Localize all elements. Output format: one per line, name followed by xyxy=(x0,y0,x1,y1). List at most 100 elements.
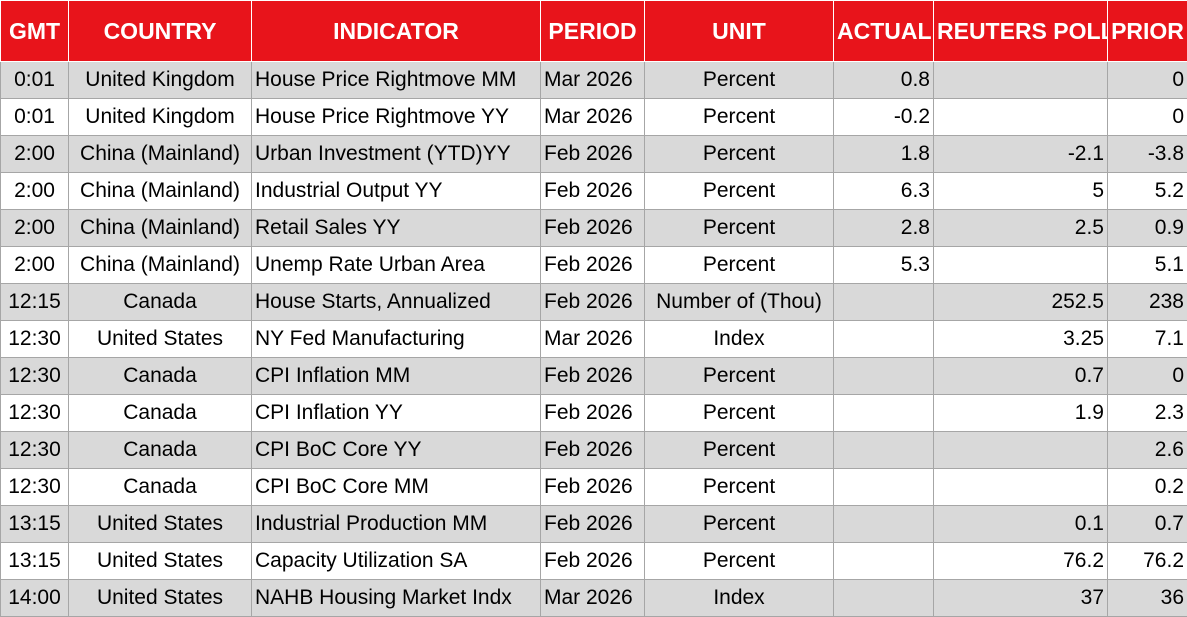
cell-gmt: 0:01 xyxy=(0,98,69,136)
cell-gmt: 2:00 xyxy=(0,172,69,210)
cell-actual: 1.8 xyxy=(833,135,934,173)
cell-reuters-poll: 1.9 xyxy=(933,394,1108,432)
header-gmt: GMT xyxy=(0,0,69,62)
cell-prior: 238 xyxy=(1107,283,1187,321)
cell-actual xyxy=(833,394,934,432)
cell-unit: Percent xyxy=(644,209,834,247)
cell-period: Feb 2026 xyxy=(540,505,645,543)
cell-period: Feb 2026 xyxy=(540,209,645,247)
cell-country: Canada xyxy=(68,283,252,321)
cell-period: Mar 2026 xyxy=(540,61,645,99)
cell-prior: 0.2 xyxy=(1107,468,1187,506)
table-row: 12:30 Canada CPI BoC Core MM Feb 2026 Percen… xyxy=(0,468,1187,506)
cell-prior: 5.1 xyxy=(1107,246,1187,284)
table-row: 0:01 United Kingdom House Price Rightmove … xyxy=(0,61,1187,99)
cell-unit: Percent xyxy=(644,61,834,99)
cell-unit: Percent xyxy=(644,172,834,210)
cell-actual xyxy=(833,357,934,395)
cell-actual xyxy=(833,468,934,506)
cell-indicator: CPI Inflation MM xyxy=(251,357,541,395)
cell-prior: 0.7 xyxy=(1107,505,1187,543)
header-reuters-poll: REUTERS POLL xyxy=(933,0,1108,62)
cell-unit: Number of (Thou) xyxy=(644,283,834,321)
cell-reuters-poll: 37 xyxy=(933,579,1108,617)
cell-period: Feb 2026 xyxy=(540,246,645,284)
cell-indicator: CPI BoC Core YY xyxy=(251,431,541,469)
cell-actual: 6.3 xyxy=(833,172,934,210)
cell-indicator: House Price Rightmove YY xyxy=(251,98,541,136)
cell-prior: 2.3 xyxy=(1107,394,1187,432)
cell-unit: Percent xyxy=(644,431,834,469)
cell-prior: 7.1 xyxy=(1107,320,1187,358)
cell-gmt: 12:15 xyxy=(0,283,69,321)
cell-indicator: Unemp Rate Urban Area xyxy=(251,246,541,284)
cell-indicator: Retail Sales YY xyxy=(251,209,541,247)
table-row: 0:01 United Kingdom House Price Rightmove … xyxy=(0,98,1187,136)
cell-country: United Kingdom xyxy=(68,61,252,99)
table-row: 12:30 Canada CPI Inflation YY Feb 2026 Perce… xyxy=(0,394,1187,432)
cell-gmt: 12:30 xyxy=(0,431,69,469)
cell-period: Feb 2026 xyxy=(540,135,645,173)
cell-gmt: 13:15 xyxy=(0,542,69,580)
cell-period: Mar 2026 xyxy=(540,579,645,617)
cell-actual: 5.3 xyxy=(833,246,934,284)
cell-unit: Percent xyxy=(644,98,834,136)
cell-country: Canada xyxy=(68,468,252,506)
header-indicator: INDICATOR xyxy=(251,0,541,62)
cell-indicator: NAHB Housing Market Indx xyxy=(251,579,541,617)
cell-reuters-poll: 76.2 xyxy=(933,542,1108,580)
cell-gmt: 13:15 xyxy=(0,505,69,543)
cell-gmt: 0:01 xyxy=(0,61,69,99)
cell-reuters-poll: 0.1 xyxy=(933,505,1108,543)
table-row: 13:15 United States Capacity Utilization S… xyxy=(0,542,1187,580)
table-row: 12:30 Canada CPI BoC Core YY Feb 2026 Percen… xyxy=(0,431,1187,469)
header-actual: ACTUAL xyxy=(833,0,934,62)
cell-country: China (Mainland) xyxy=(68,135,252,173)
cell-prior: 0.9 xyxy=(1107,209,1187,247)
header-row: GMT COUNTRY INDICATOR PERIOD UNIT ACTUAL… xyxy=(0,0,1187,62)
table-row: 2:00 China (Mainland) Retail Sales YY Feb 2… xyxy=(0,209,1187,247)
cell-reuters-poll: 5 xyxy=(933,172,1108,210)
cell-country: United States xyxy=(68,320,252,358)
cell-country: Canada xyxy=(68,431,252,469)
cell-prior: -3.8 xyxy=(1107,135,1187,173)
cell-unit: Percent xyxy=(644,246,834,284)
cell-reuters-poll: -2.1 xyxy=(933,135,1108,173)
cell-unit: Index xyxy=(644,579,834,617)
cell-reuters-poll: 0.7 xyxy=(933,357,1108,395)
table-row: 2:00 China (Mainland) Urban Investment (YT… xyxy=(0,135,1187,173)
cell-country: Canada xyxy=(68,394,252,432)
table-body: 0:01 United Kingdom House Price Rightmove … xyxy=(0,61,1187,617)
cell-unit: Percent xyxy=(644,394,834,432)
cell-country: China (Mainland) xyxy=(68,246,252,284)
cell-prior: 0 xyxy=(1107,98,1187,136)
cell-period: Feb 2026 xyxy=(540,394,645,432)
cell-prior: 0 xyxy=(1107,357,1187,395)
cell-country: United States xyxy=(68,579,252,617)
table-row: 12:30 United States NY Fed Manufacturing Ma… xyxy=(0,320,1187,358)
cell-period: Feb 2026 xyxy=(540,172,645,210)
table-row: 12:30 Canada CPI Inflation MM Feb 2026 Perce… xyxy=(0,357,1187,395)
cell-actual xyxy=(833,505,934,543)
cell-period: Feb 2026 xyxy=(540,468,645,506)
cell-period: Mar 2026 xyxy=(540,320,645,358)
cell-actual: -0.2 xyxy=(833,98,934,136)
cell-gmt: 2:00 xyxy=(0,135,69,173)
table-row: 12:15 Canada House Starts, Annualized Feb 2… xyxy=(0,283,1187,321)
cell-actual xyxy=(833,283,934,321)
cell-country: Canada xyxy=(68,357,252,395)
cell-unit: Percent xyxy=(644,468,834,506)
cell-reuters-poll: 2.5 xyxy=(933,209,1108,247)
cell-reuters-poll: 3.25 xyxy=(933,320,1108,358)
cell-period: Feb 2026 xyxy=(540,283,645,321)
cell-reuters-poll: 252.5 xyxy=(933,283,1108,321)
cell-reuters-poll xyxy=(933,246,1108,284)
cell-indicator: Industrial Output YY xyxy=(251,172,541,210)
cell-prior: 0 xyxy=(1107,61,1187,99)
cell-indicator: CPI BoC Core MM xyxy=(251,468,541,506)
cell-prior: 2.6 xyxy=(1107,431,1187,469)
table-row: 2:00 China (Mainland) Industrial Output YY… xyxy=(0,172,1187,210)
cell-actual xyxy=(833,320,934,358)
cell-country: China (Mainland) xyxy=(68,209,252,247)
